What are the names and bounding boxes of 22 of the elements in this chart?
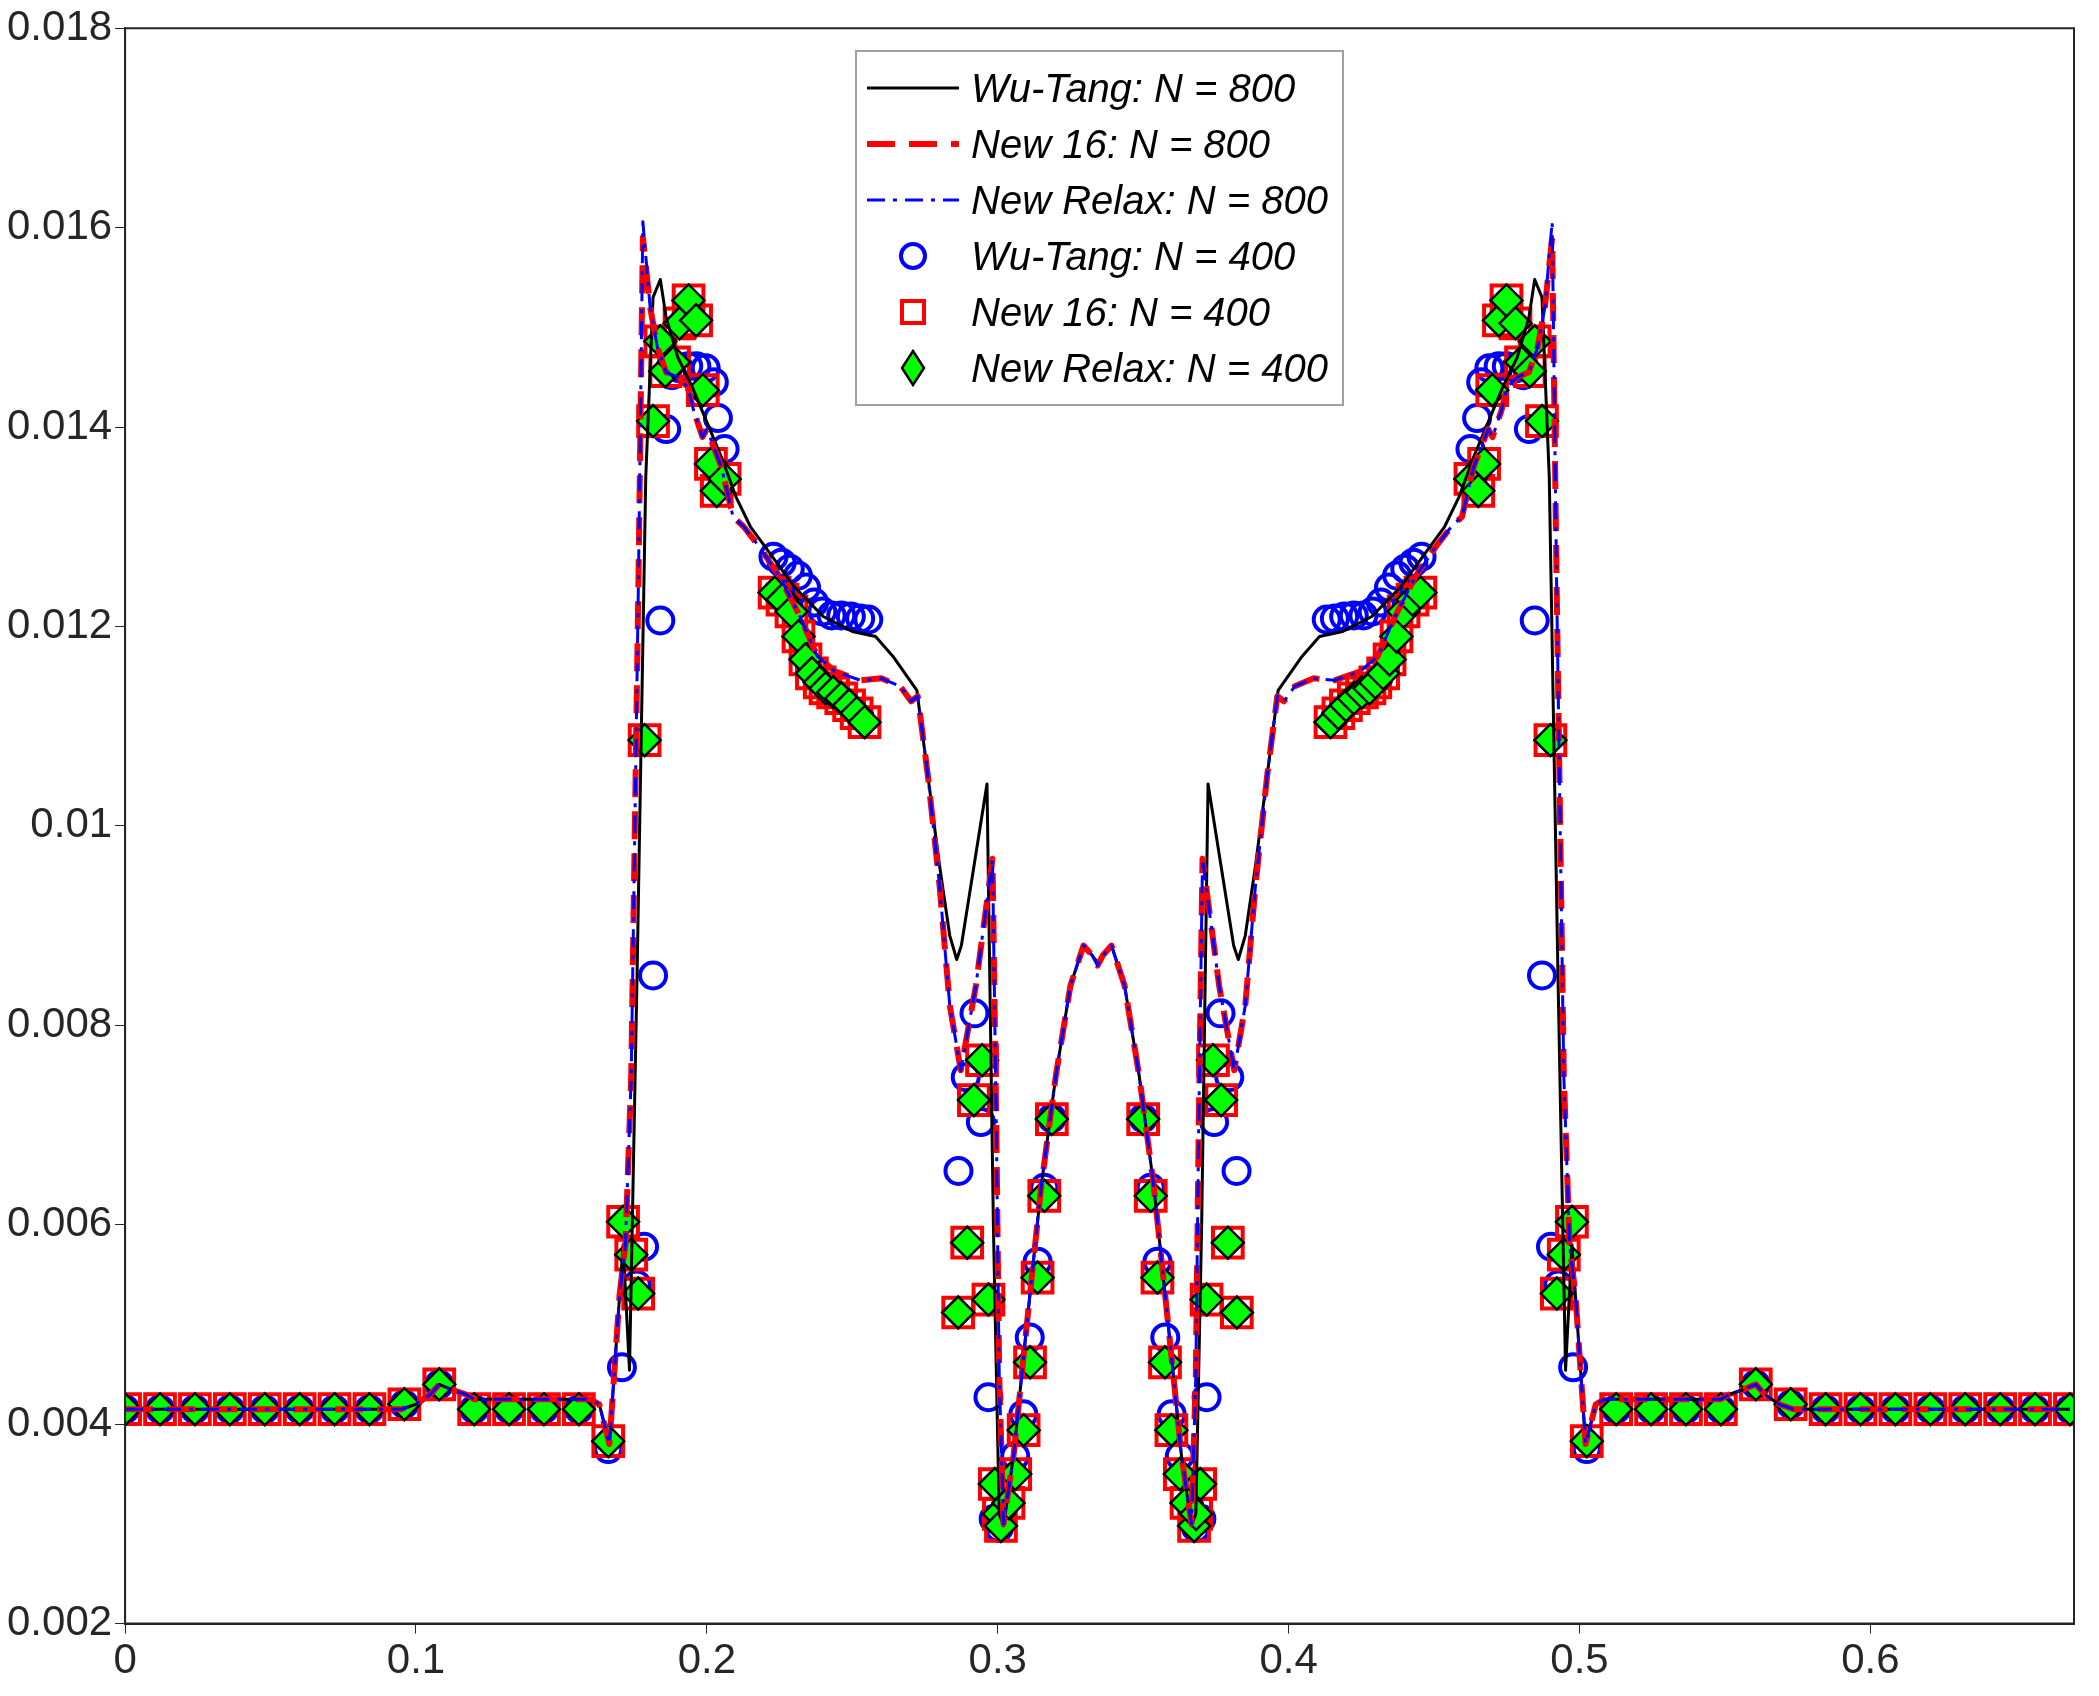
y-tick-label: 0.014 bbox=[6, 400, 113, 448]
x-tick-label: 0.3 bbox=[968, 1635, 1027, 1683]
y-tick-label: 0.012 bbox=[6, 600, 113, 648]
x-tick-label: 0.5 bbox=[1550, 1635, 1609, 1683]
y-tick-label: 0.006 bbox=[6, 1198, 113, 1246]
legend-label: New 16: N = 800 bbox=[971, 121, 1271, 167]
legend-label: New Relax: N = 400 bbox=[971, 345, 1328, 391]
x-tick-label: 0.1 bbox=[386, 1635, 446, 1683]
y-tick-label: 0.002 bbox=[6, 1597, 113, 1645]
x-tick-label: 0.2 bbox=[677, 1635, 737, 1683]
y-tick-label: 0.018 bbox=[6, 1, 113, 49]
x-tick-label: 0 bbox=[113, 1635, 137, 1683]
x-tick-label: 0.6 bbox=[1841, 1635, 1900, 1683]
legend-label: Wu-Tang: N = 400 bbox=[971, 233, 1296, 279]
legend-label: Wu-Tang: N = 800 bbox=[971, 65, 1296, 111]
y-tick-label: 0.01 bbox=[30, 799, 113, 847]
legend-label: New Relax: N = 800 bbox=[971, 177, 1328, 223]
y-tick-label: 0.004 bbox=[6, 1397, 113, 1445]
legend-label: New 16: N = 400 bbox=[971, 289, 1271, 335]
y-tick-label: 0.008 bbox=[6, 998, 113, 1046]
y-tick-label: 0.016 bbox=[6, 201, 113, 249]
x-tick-label: 0.4 bbox=[1259, 1635, 1318, 1683]
